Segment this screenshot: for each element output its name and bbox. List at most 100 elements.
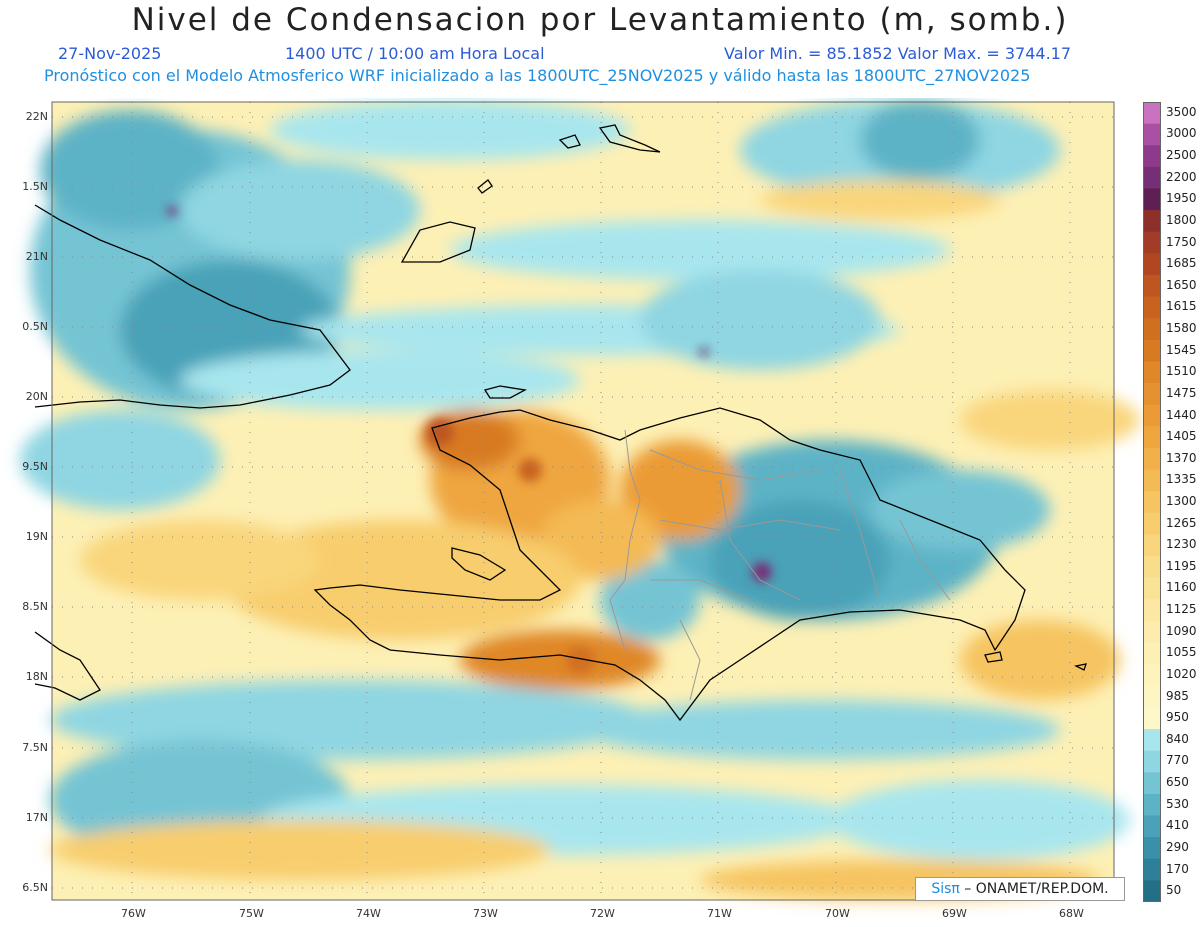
coastlines bbox=[34, 124, 1087, 722]
credit-text: – ONAMET/REP.DOM. bbox=[959, 881, 1109, 897]
latitude-label: 8.5N bbox=[22, 600, 48, 613]
colorbar-label: 1265 bbox=[1166, 515, 1197, 530]
latitude-label: 7.5N bbox=[22, 741, 48, 754]
colorbar-label: 1020 bbox=[1166, 666, 1197, 681]
colorbar-label: 3500 bbox=[1166, 104, 1197, 119]
colorbar-label: 1545 bbox=[1166, 342, 1197, 357]
colorbar-swatch bbox=[1143, 123, 1161, 146]
colorbar-swatch bbox=[1143, 210, 1161, 233]
colorbar-swatch bbox=[1143, 491, 1161, 514]
colorbar-swatch bbox=[1143, 599, 1161, 622]
colorbar-swatch bbox=[1143, 361, 1161, 384]
colorbar-swatch bbox=[1143, 750, 1161, 773]
colorbar-swatch bbox=[1143, 858, 1161, 881]
colorbar-label: 650 bbox=[1166, 775, 1189, 790]
colorbar-label: 770 bbox=[1166, 753, 1189, 768]
colorbar-swatch bbox=[1143, 815, 1161, 838]
latitude-label: 18N bbox=[25, 670, 48, 683]
colorbar-label: 1580 bbox=[1166, 321, 1197, 336]
colorbar-swatch bbox=[1143, 231, 1161, 254]
colorbar-label: 1055 bbox=[1166, 645, 1197, 660]
colorbar-swatch bbox=[1143, 534, 1161, 557]
colorbar-swatch bbox=[1143, 577, 1161, 600]
latitude-label: 17N bbox=[25, 811, 48, 824]
colorbar-swatch bbox=[1143, 772, 1161, 795]
colorbar-swatch bbox=[1143, 664, 1161, 687]
longitude-label: 73W bbox=[473, 907, 498, 920]
colorbar-label: 1685 bbox=[1166, 256, 1197, 271]
colorbar-swatch bbox=[1143, 556, 1161, 579]
latitude-label: 20N bbox=[25, 390, 48, 403]
colorbar-label: 1300 bbox=[1166, 494, 1197, 508]
colorbar-swatch bbox=[1143, 318, 1161, 341]
colorbar-label: 950 bbox=[1166, 710, 1189, 725]
sispi-logo: Sisπ bbox=[931, 881, 960, 897]
latitude-label: 6.5N bbox=[22, 881, 48, 894]
latitude-label: 21N bbox=[25, 250, 48, 263]
longitude-label: 68W bbox=[1059, 907, 1084, 920]
colorbar-label: 1125 bbox=[1166, 602, 1197, 617]
colorbar-label: 3000 bbox=[1166, 126, 1197, 141]
colorbar-label: 1335 bbox=[1166, 472, 1197, 487]
colorbar-swatch bbox=[1143, 620, 1161, 644]
longitude-label: 70W bbox=[825, 907, 850, 920]
longitude-label: 72W bbox=[590, 907, 615, 920]
colorbar-label: 1160 bbox=[1166, 580, 1197, 595]
colorbar-swatch bbox=[1143, 642, 1161, 665]
latitude-label: 19N bbox=[25, 530, 48, 543]
colorbar-label: 1440 bbox=[1166, 407, 1197, 422]
longitude-label: 74W bbox=[356, 907, 381, 920]
colorbar-label: 1370 bbox=[1166, 450, 1197, 465]
latitude-label: 1.5N bbox=[22, 180, 48, 193]
lcl-field-shading bbox=[20, 100, 1140, 900]
colorbar-swatch bbox=[1143, 880, 1161, 902]
colorbar-swatch bbox=[1143, 837, 1161, 860]
model-subtitle: Pronóstico con el Modelo Atmosferico WRF… bbox=[44, 66, 1031, 85]
colorbar-swatch bbox=[1143, 102, 1161, 125]
latitude-label: 0.5N bbox=[22, 320, 48, 333]
lcl-map bbox=[20, 100, 1140, 901]
value-min-max: Valor Min. = 85.1852 Valor Max. = 3744.1… bbox=[724, 44, 1072, 63]
colorbar-label: 1750 bbox=[1166, 234, 1197, 249]
colorbar-label: 1510 bbox=[1166, 364, 1197, 379]
colorbar-label: 1475 bbox=[1166, 385, 1197, 400]
colorbar-label: 840 bbox=[1166, 731, 1189, 746]
colorbar-swatch bbox=[1143, 145, 1161, 168]
colorbar-label: 1090 bbox=[1166, 623, 1197, 638]
colorbar-swatch bbox=[1143, 383, 1161, 406]
colorbar-label: 290 bbox=[1166, 839, 1189, 854]
colorbar-swatch bbox=[1143, 426, 1161, 449]
colorbar-swatch bbox=[1143, 512, 1161, 535]
colorbar-label: 530 bbox=[1166, 796, 1189, 811]
latitude-label: 22N bbox=[25, 110, 48, 123]
longitude-label: 69W bbox=[942, 907, 967, 920]
colorbar-label: 2500 bbox=[1166, 148, 1197, 163]
colorbar-label: 1195 bbox=[1166, 558, 1197, 573]
longitude-label: 75W bbox=[239, 907, 264, 920]
colorbar-label: 1650 bbox=[1166, 277, 1197, 292]
colorbar-label: 1800 bbox=[1166, 212, 1197, 227]
longitude-label: 71W bbox=[707, 907, 732, 920]
colorbar-swatch bbox=[1143, 685, 1161, 708]
longitude-label: 76W bbox=[121, 907, 146, 920]
colorbar-swatch bbox=[1143, 274, 1161, 298]
colorbar-swatch bbox=[1143, 166, 1161, 189]
colorbar-swatch bbox=[1143, 707, 1161, 730]
colorbar-label: 2200 bbox=[1166, 169, 1197, 184]
colorbar-label: 50 bbox=[1166, 883, 1182, 898]
lat-lon-grid bbox=[52, 102, 1114, 900]
latitude-label: 9.5N bbox=[22, 460, 48, 473]
lcl-field-hotspots bbox=[167, 206, 772, 674]
colorbar-label: 1615 bbox=[1166, 299, 1197, 314]
colorbar-swatch bbox=[1143, 729, 1161, 752]
colorbar-swatch bbox=[1143, 793, 1161, 817]
colorbar bbox=[1143, 102, 1161, 902]
colorbar-swatch bbox=[1143, 188, 1161, 211]
colorbar-label: 1230 bbox=[1166, 537, 1197, 552]
credit-box: Sisπ – ONAMET/REP.DOM. bbox=[915, 877, 1125, 901]
colorbar-label: 1950 bbox=[1166, 191, 1197, 206]
province-borders bbox=[609, 429, 951, 701]
map-frame bbox=[51, 101, 1115, 901]
colorbar-swatch bbox=[1143, 404, 1161, 427]
colorbar-label: 1405 bbox=[1166, 429, 1197, 444]
